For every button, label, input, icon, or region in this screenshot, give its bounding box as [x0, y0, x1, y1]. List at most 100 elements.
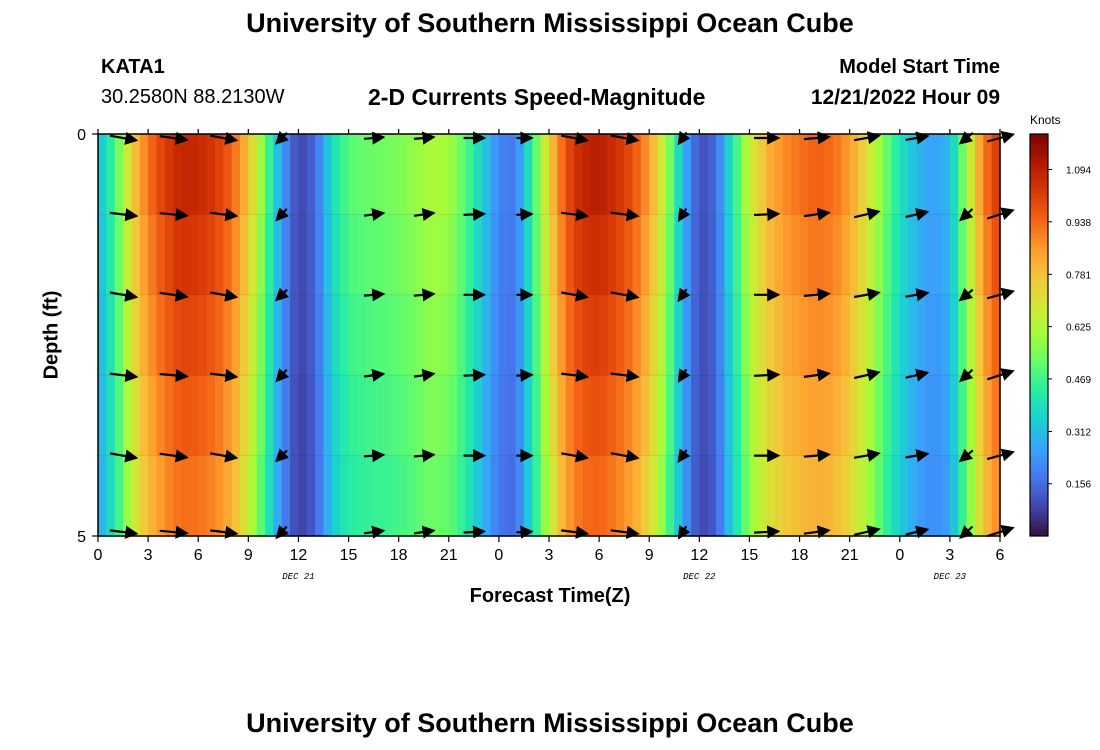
heatmap-cell [858, 294, 867, 376]
heatmap-cell [774, 134, 784, 215]
colorbar-segment [1030, 351, 1048, 356]
current-vector [159, 449, 189, 463]
colorbar-tick-label: 0.156 [1066, 480, 1091, 491]
heatmap-cell [114, 214, 124, 296]
heatmap-cell [799, 134, 809, 215]
heatmap-cell [874, 294, 884, 376]
current-vector [610, 288, 640, 302]
current-vector [853, 368, 881, 382]
colorbar-segment [1030, 385, 1048, 390]
heatmap-cell [682, 375, 692, 457]
heatmap-cell [490, 214, 500, 296]
heatmap-cell [832, 375, 842, 457]
heatmap-cell [607, 455, 617, 537]
current-vector [905, 207, 930, 221]
colorbar-segment [1030, 160, 1048, 165]
heatmap-cell [540, 214, 550, 296]
heatmap-cell [991, 375, 1001, 457]
heatmap-cell [807, 375, 817, 457]
heatmap-cell [532, 294, 542, 376]
heatmap-cell [482, 375, 492, 457]
heatmap-cell [682, 294, 692, 376]
heatmap-cell [139, 375, 149, 457]
heatmap-cell [498, 214, 508, 296]
colorbar-segment [1030, 522, 1048, 527]
heatmap-cell [832, 294, 842, 376]
heatmap-cell [189, 134, 199, 215]
heatmap-cell [924, 455, 934, 537]
heatmap-cell [933, 134, 943, 215]
heatmap-cell [891, 134, 901, 215]
current-vector [413, 368, 436, 382]
current-vector [803, 368, 831, 382]
colorbar-segment [1030, 314, 1048, 319]
heatmap-cell [966, 455, 976, 537]
heatmap-cell [891, 214, 901, 296]
heatmap-cell [356, 294, 366, 376]
heatmap-cell [649, 134, 659, 215]
heatmap-cell [816, 455, 826, 537]
heatmap-cell [465, 134, 475, 215]
heatmap-cell [858, 375, 867, 457]
colorbar-segment [1030, 328, 1048, 333]
heatmap-cell [974, 375, 984, 457]
colorbar-segment [1030, 197, 1048, 202]
heatmap-cell [256, 134, 266, 215]
current-vector [363, 449, 386, 463]
heatmap-cell [883, 214, 893, 296]
heatmap-cell [198, 214, 208, 296]
heatmap-cell [916, 294, 926, 376]
current-vector [516, 368, 534, 382]
current-vector [516, 525, 534, 539]
heatmap-cell [365, 294, 375, 376]
heatmap-cell [290, 455, 300, 537]
heatmap-cell [707, 455, 717, 537]
current-vector [754, 207, 781, 221]
current-vector [159, 131, 189, 145]
heatmap-cell [690, 294, 700, 376]
heatmap-cell [298, 214, 308, 296]
current-vector [853, 525, 881, 539]
heatmap-cell [540, 455, 550, 537]
heatmap-cell [824, 455, 834, 537]
current-vector [803, 131, 831, 145]
heatmap-cell [849, 134, 859, 215]
heatmap-cell [824, 134, 834, 215]
heatmap-cell [741, 375, 751, 457]
current-vector [561, 208, 590, 222]
heatmap-cell [98, 134, 107, 215]
heatmap-cell [498, 375, 508, 457]
heatmap-cell [473, 294, 483, 376]
heatmap-cell [966, 214, 976, 296]
heatmap-cell [941, 455, 951, 537]
heatmap-cell [549, 134, 558, 215]
heatmap-cell [958, 134, 968, 215]
x-tick-label: 21 [440, 547, 458, 564]
colorbar-segment [1030, 301, 1048, 306]
current-vector [159, 208, 189, 222]
colorbar-segment [1030, 211, 1048, 215]
heatmap-cell [699, 134, 709, 215]
heatmap-cell [381, 214, 391, 296]
colorbar-segment [1030, 479, 1048, 483]
heatmap-cell [983, 214, 993, 296]
heatmap-cell [949, 375, 959, 457]
heatmap-cell [298, 455, 308, 537]
heatmap-cell [131, 375, 141, 457]
heatmap-cell [139, 294, 149, 376]
heatmap-cell [590, 375, 600, 457]
heatmap-cell [390, 294, 400, 376]
x-tick-label: 15 [741, 547, 759, 564]
current-vector [853, 131, 881, 145]
heatmap-cell [173, 214, 183, 296]
heatmap-cell [173, 455, 183, 537]
heatmap-cell [515, 214, 525, 296]
colorbar-segment [1030, 204, 1048, 209]
heatmap-cell [682, 214, 692, 296]
heatmap-cell [574, 455, 584, 537]
heatmap-cell [398, 214, 408, 296]
heatmap-cell [507, 214, 517, 296]
heatmap-cell [507, 455, 517, 537]
heatmap-cell [674, 294, 684, 376]
current-vector [803, 207, 831, 221]
